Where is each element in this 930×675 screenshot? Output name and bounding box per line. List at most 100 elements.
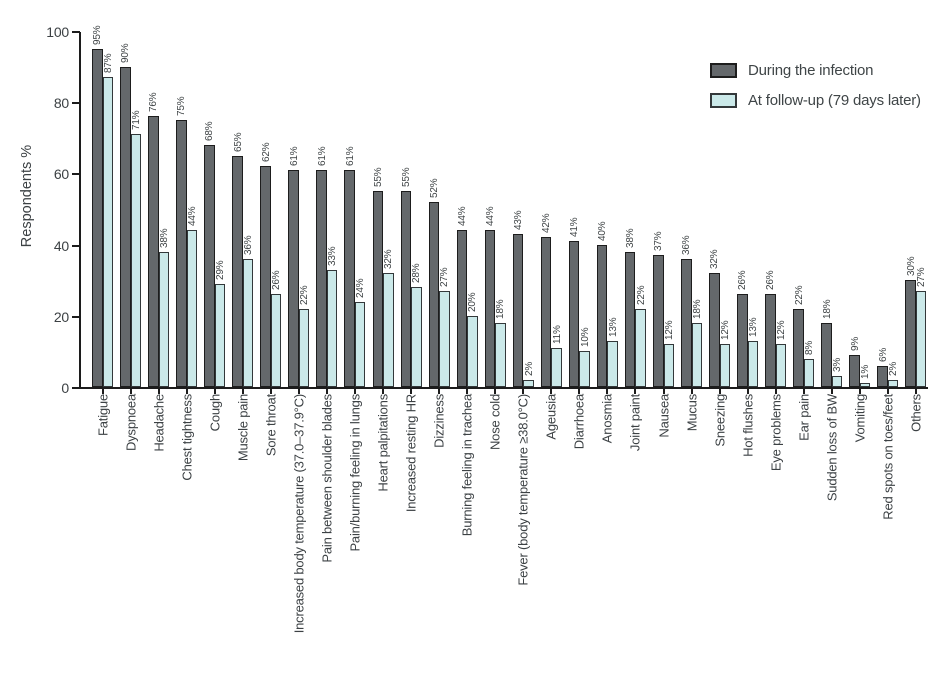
x-tick-mark [410, 389, 413, 394]
bar-followup [887, 379, 899, 387]
legend-swatch-during-icon [710, 63, 737, 78]
value-label-during: 32% [709, 249, 721, 270]
value-label-during: 62% [260, 142, 272, 163]
bar-during [653, 255, 664, 387]
bar-followup [242, 258, 254, 387]
x-tick-mark [269, 389, 272, 394]
bar-during [232, 155, 243, 387]
value-label-followup: 87% [102, 53, 114, 74]
y-axis-title: Respondents % [19, 144, 35, 248]
value-label-followup: 12% [663, 320, 675, 341]
bar-during [540, 237, 552, 387]
y-tick-mark [72, 387, 80, 389]
x-axis-line [79, 387, 928, 389]
bar-during [176, 120, 187, 387]
value-label-followup: 10% [579, 327, 591, 348]
bar-during [877, 365, 888, 387]
bar-followup [383, 273, 394, 387]
value-label-during: 61% [344, 146, 356, 166]
value-label-during: 68% [204, 121, 216, 141]
x-tick-mark [185, 389, 188, 394]
value-label-followup: 12% [719, 320, 731, 341]
value-label-followup: 11% [551, 325, 563, 344]
bar-followup [635, 308, 646, 387]
bar-followup [158, 251, 170, 387]
value-label-during: 44% [484, 206, 496, 227]
category-label: Headache [151, 394, 167, 452]
bar-followup [439, 290, 450, 387]
value-label-during: 42% [541, 214, 553, 234]
bar-followup [551, 347, 562, 387]
bar-during [821, 322, 832, 387]
bar-followup [831, 376, 843, 387]
category-label: Dizziness [431, 394, 447, 448]
legend-item-followup: At follow-up (79 days later) [710, 92, 921, 109]
category-label: Others [908, 394, 924, 432]
bar-followup [607, 340, 618, 387]
value-label-followup: 12% [775, 320, 787, 341]
x-tick-mark [382, 389, 384, 394]
bar-during [681, 258, 692, 387]
category-label: Increased body temperature (37.0–37.9°C) [291, 394, 307, 634]
value-label-during: 38% [625, 228, 637, 248]
value-label-followup: 33% [327, 246, 339, 266]
value-label-followup: 2% [523, 361, 535, 376]
category-label: Vomiting [852, 394, 868, 443]
value-label-during: 76% [148, 93, 160, 113]
value-label-followup: 8% [804, 340, 815, 355]
bar-during [372, 191, 383, 387]
y-tick-label: 20 [53, 308, 69, 325]
bar-during [400, 191, 412, 387]
value-label-followup: 13% [607, 317, 619, 337]
category-label: Nausea [656, 394, 671, 438]
bar-followup [186, 230, 198, 387]
value-label-followup: 27% [916, 267, 928, 287]
category-label: Diarrhoea [571, 394, 587, 450]
category-label: Mucus [684, 394, 700, 432]
x-tick-mark [830, 389, 833, 394]
value-label-followup: 36% [243, 235, 254, 255]
value-label-during: 9% [849, 336, 861, 351]
value-label-during: 22% [793, 285, 805, 305]
value-label-during: 55% [372, 167, 384, 188]
bar-followup [214, 283, 226, 387]
x-tick-mark [634, 389, 637, 394]
x-tick-mark [746, 389, 749, 394]
category-label: Chest tightness [179, 394, 195, 481]
category-label: Nose cold [487, 394, 503, 451]
bar-during [596, 244, 608, 387]
x-tick-mark [494, 389, 497, 394]
value-label-followup: 38% [158, 228, 170, 248]
y-tick-label: 60 [53, 166, 69, 183]
x-tick-mark [914, 389, 917, 394]
bar-followup [326, 269, 338, 387]
x-tick-mark [297, 389, 300, 394]
x-tick-mark [157, 389, 160, 394]
x-tick-mark [101, 389, 104, 394]
bar-followup [298, 308, 310, 387]
value-label-during: 75% [176, 96, 188, 116]
category-label: Fever (body temperature ≥38.0°C) [515, 394, 531, 586]
bar-followup [495, 322, 506, 387]
bar-during [260, 166, 271, 387]
bar-followup [270, 294, 282, 387]
bar-during [204, 144, 215, 387]
category-label: Pain/burning feeling in lungs [347, 394, 363, 552]
x-tick-mark [325, 389, 328, 394]
y-tick-mark [72, 315, 80, 318]
value-label-during: 37% [653, 231, 665, 252]
category-label: Dyspnoea [123, 394, 139, 451]
bar-followup [663, 344, 674, 387]
bar-during [484, 230, 496, 387]
bar-during [905, 280, 916, 387]
value-label-followup: 27% [439, 267, 451, 287]
value-label-followup: 1% [860, 365, 872, 380]
x-tick-mark [774, 389, 777, 394]
x-tick-mark [550, 389, 553, 394]
category-label: Cough [207, 394, 223, 432]
y-axis-line [79, 32, 81, 389]
bar-during [344, 169, 355, 387]
category-label: Hot flushes [740, 394, 756, 457]
x-tick-mark [522, 389, 525, 394]
bar-during [428, 201, 440, 387]
